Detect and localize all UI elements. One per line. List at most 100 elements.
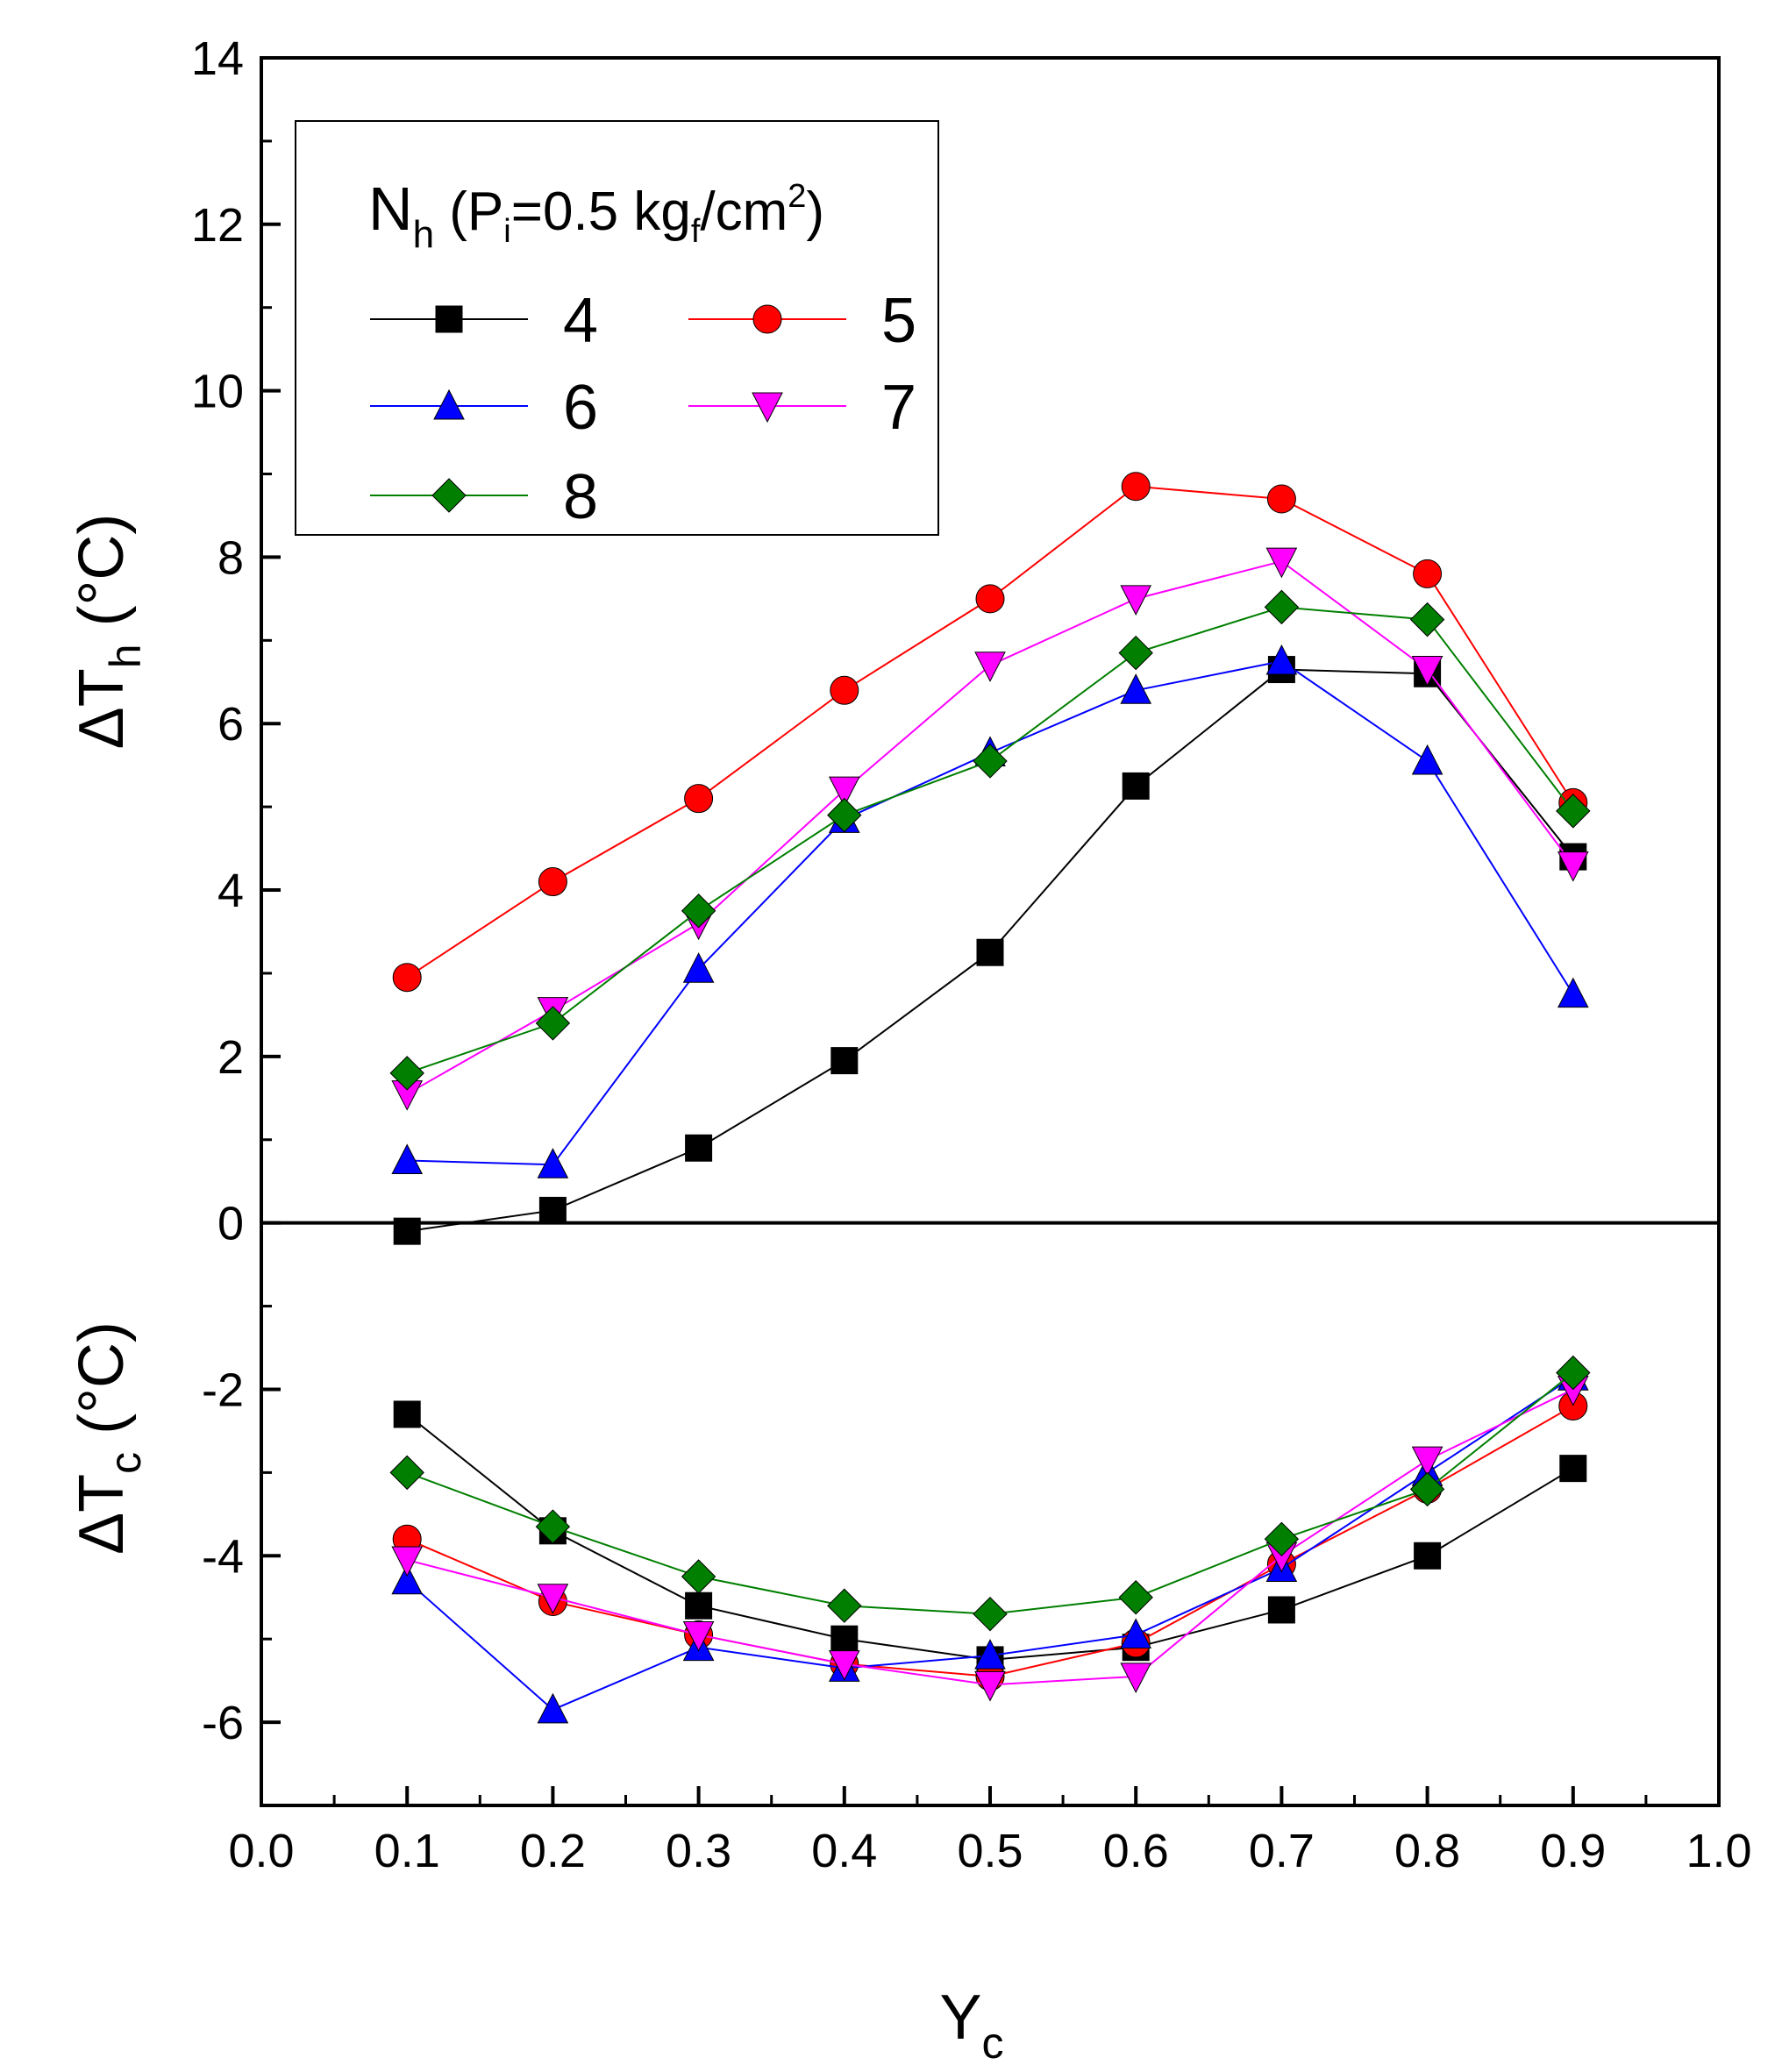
- y-tick-label: -4: [202, 1530, 244, 1583]
- series-8-cold-point: [1264, 1521, 1300, 1557]
- legend-marker: [433, 388, 465, 420]
- series-7-hot-point: [1120, 585, 1152, 616]
- y-tick-label: -2: [202, 1364, 244, 1416]
- series-8-hot-point: [535, 1006, 571, 1041]
- axis-ticks: [260, 56, 1721, 1807]
- legend-marker: [752, 392, 783, 424]
- legend-entry-7: 7: [688, 373, 916, 443]
- series-7-hot-point: [974, 652, 1006, 682]
- legend-entry-8: 8: [370, 462, 598, 532]
- legend-entry-4: 4: [370, 286, 598, 356]
- x-tick-label: 0.6: [1103, 1825, 1169, 1877]
- legend-marker: [752, 304, 782, 334]
- series-4-cold-point: [830, 1625, 859, 1653]
- series-4: [393, 656, 1587, 1674]
- series-7-hot-point: [1265, 547, 1298, 579]
- series-8-hot-point: [1409, 602, 1445, 637]
- series-5-hot-point: [1413, 559, 1443, 588]
- series-8: [389, 589, 1591, 1632]
- y-tick-label: 10: [191, 366, 244, 418]
- series-7-cold-point: [682, 1620, 715, 1652]
- legend-entry-6: 6: [370, 373, 598, 443]
- series-7-hot-line: [406, 560, 1574, 1095]
- series-8-hot-point: [1118, 635, 1153, 671]
- series-5-hot-point: [975, 584, 1005, 614]
- legend-entry-5: 5: [688, 286, 916, 356]
- series-5-hot-point: [684, 784, 714, 814]
- series-8-cold-point: [973, 1597, 1008, 1632]
- legend-label: 6: [563, 373, 598, 443]
- series-7-hot-point: [1557, 851, 1589, 882]
- y-tick-label: 0: [217, 1198, 244, 1250]
- series-4-cold-point: [1414, 1542, 1442, 1570]
- legend-label: 5: [881, 286, 916, 356]
- x-tick-label: 0.7: [1249, 1825, 1315, 1877]
- axis-tick-labels: 0.0 0.1 0.2 0.3 0.4 0.5 0.6 0.7 0.8 0.9 1.0 14 12 10 8…: [191, 32, 1752, 1877]
- series-4-cold-point: [1559, 1455, 1587, 1483]
- series-6-hot-point: [537, 1148, 569, 1178]
- series-4-hot-point: [830, 1047, 859, 1075]
- series-7-hot-point: [1411, 656, 1443, 687]
- series-4-hot-point: [538, 1196, 567, 1224]
- series-5-hot-point: [830, 675, 859, 705]
- y-tick-label: 2: [217, 1031, 244, 1084]
- series-8-cold-point: [1556, 1355, 1591, 1391]
- series-7-cold-point: [828, 1650, 860, 1681]
- series-6-hot-point: [1120, 673, 1152, 704]
- series-7-cold-point: [974, 1670, 1006, 1702]
- series-6-cold-point: [537, 1692, 569, 1724]
- series-5-hot-point: [1266, 484, 1296, 514]
- series-4-hot-point: [685, 1134, 713, 1162]
- series-6: [391, 644, 1589, 1724]
- y-tick-label: 6: [217, 698, 244, 751]
- y-tick-label: -6: [202, 1697, 244, 1749]
- series-6-hot-point: [1265, 644, 1298, 675]
- legend-title: Nh (Pi=0.5 kgf/cm2): [368, 174, 824, 256]
- y-tick-label: 8: [217, 531, 244, 584]
- series-4-cold-point: [685, 1591, 713, 1620]
- x-tick-label: 0.3: [666, 1825, 731, 1877]
- legend-label: 8: [563, 462, 598, 532]
- y-axis-label-cold: ΔTc (°C): [67, 1321, 150, 1555]
- series-6-hot-point: [391, 1143, 424, 1174]
- series-4-cold-point: [393, 1400, 421, 1428]
- x-tick-label: 0.1: [374, 1825, 440, 1877]
- legend-marker: [435, 305, 463, 333]
- series-7-cold-point: [391, 1546, 424, 1577]
- series-5-hot-point: [538, 867, 567, 897]
- legend-label: 7: [881, 373, 916, 443]
- x-tick-label: 0.5: [957, 1825, 1023, 1877]
- x-tick-label: 0.0: [228, 1825, 294, 1877]
- series-4-hot-point: [1122, 772, 1150, 800]
- series-6-cold-point: [391, 1563, 424, 1595]
- series-6-hot-point: [1411, 744, 1443, 775]
- series-4-cold-point: [1267, 1596, 1295, 1624]
- series-8-hot-point: [1556, 794, 1591, 829]
- series-7-hot-point: [828, 776, 860, 808]
- series-7: [391, 547, 1589, 1702]
- series-5-cold-line: [406, 1405, 1574, 1677]
- series-5-hot-line: [406, 485, 1574, 979]
- series-8-cold-point: [1409, 1471, 1445, 1507]
- legend-marker: [431, 478, 467, 513]
- series-8-cold-line: [406, 1371, 1574, 1615]
- series-8-cold-point: [827, 1588, 862, 1623]
- series-5-hot-point: [1121, 472, 1151, 502]
- y-tick-label: 4: [217, 865, 244, 917]
- legend-label: 4: [563, 286, 598, 356]
- series-layer: [389, 472, 1591, 1724]
- series-7-cold-point: [537, 1584, 569, 1614]
- legend: Nh (Pi=0.5 kgf/cm2) 4 5 6 7 8: [295, 120, 939, 536]
- series-8-hot-point: [389, 1056, 424, 1091]
- series-8-cold-point: [389, 1455, 424, 1491]
- series-8-hot-point: [973, 744, 1008, 779]
- series-6-cold-point: [1120, 1618, 1152, 1648]
- series-4-hot-point: [976, 938, 1004, 966]
- series-8-hot-point: [827, 797, 862, 833]
- x-tick-label: 0.4: [811, 1825, 877, 1877]
- legend-entries: 4 5 6 7 8: [370, 286, 916, 532]
- legend-box: [295, 120, 939, 536]
- series-7-cold-point: [1411, 1446, 1443, 1477]
- x-tick-label: 1.0: [1686, 1825, 1751, 1877]
